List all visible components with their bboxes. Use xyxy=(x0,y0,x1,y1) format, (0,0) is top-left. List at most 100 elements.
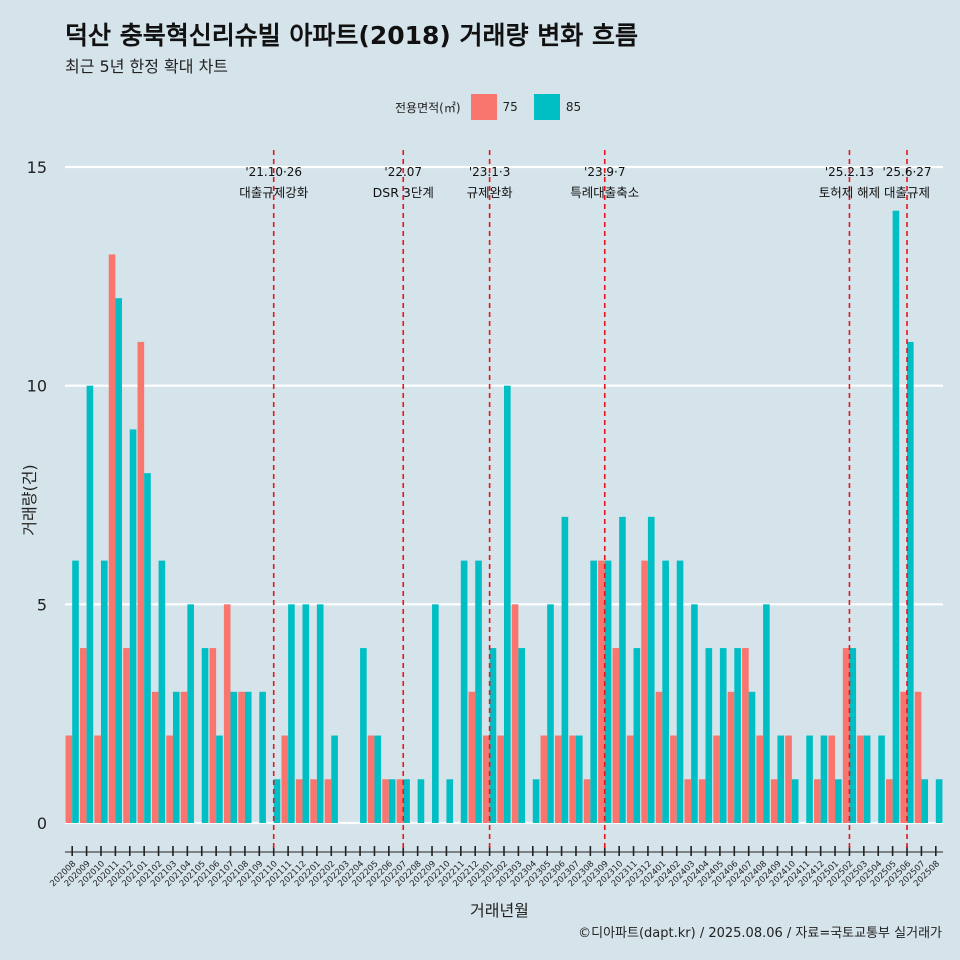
bar-85-202408 xyxy=(763,604,770,823)
bar-85-202207 xyxy=(403,779,410,823)
legend-swatch-75 xyxy=(470,94,497,120)
bar-85-202011 xyxy=(115,298,122,823)
bar-75-202407 xyxy=(742,648,749,823)
bar-75-202112 xyxy=(295,779,303,823)
bar-75-202305 xyxy=(540,735,548,823)
caption: ©디아파트(dapt.kr) / 2025.08.06 / 자료=국토교통부 실… xyxy=(578,926,942,941)
bar-75-202409 xyxy=(770,779,778,823)
bar-85-202410 xyxy=(791,779,799,823)
bar-85-202108 xyxy=(244,691,252,823)
event-date-label-5: '25.6·27 xyxy=(882,165,931,179)
bar-75-202408 xyxy=(756,735,764,823)
legend-title: 전용면적(㎡) xyxy=(395,100,461,115)
bar-75-202307 xyxy=(569,735,576,823)
bar-75-202502 xyxy=(842,648,850,823)
bar-75-202104 xyxy=(180,691,188,823)
bar-75-202401 xyxy=(655,691,663,823)
chart-title: 덕산 충북혁신리슈빌 아파트(2018) 거래량 변화 흐름 xyxy=(65,21,638,50)
bar-85-202305 xyxy=(547,604,554,823)
bar-85-202107 xyxy=(230,691,238,823)
y-tick-label-15: 15 xyxy=(27,158,47,177)
bar-85-202206 xyxy=(388,779,396,823)
x-axis-label: 거래년월 xyxy=(470,901,529,920)
bar-75-202107 xyxy=(223,604,231,823)
bar-85-202101 xyxy=(144,473,151,823)
bar-75-202404 xyxy=(698,779,706,823)
bar-75-202010 xyxy=(94,735,101,823)
bar-85-202010 xyxy=(100,560,108,823)
bar-85-202405 xyxy=(719,648,727,823)
bar-85-202112 xyxy=(302,604,310,823)
bar-75-202412 xyxy=(814,779,821,823)
bar-75-202106 xyxy=(209,648,217,823)
bar-75-202101 xyxy=(137,341,145,823)
event-date-label-0: '21.10·26 xyxy=(245,165,302,179)
bar-85-202407 xyxy=(748,691,756,823)
event-date-label-1: '22.07 xyxy=(384,165,422,179)
bar-85-202204 xyxy=(360,648,367,823)
bar-75-202506 xyxy=(900,691,908,823)
y-tick-label-10: 10 xyxy=(27,377,47,396)
event-desc-label-2: 규제완화 xyxy=(467,185,514,200)
bar-75-202306 xyxy=(554,735,562,823)
legend: 전용면적(㎡) 75 85 xyxy=(395,93,597,121)
bar-85-202409 xyxy=(777,735,785,823)
bar-75-202503 xyxy=(857,735,864,823)
bar-75-202202 xyxy=(324,779,332,823)
legend-label-85: 85 xyxy=(565,100,582,114)
bar-75-202507 xyxy=(914,691,922,823)
bar-85-202505 xyxy=(892,210,900,823)
bar-85-202306 xyxy=(561,516,569,823)
bar-75-202207 xyxy=(396,779,404,823)
bar-85-202307 xyxy=(575,735,583,823)
y-axis-label: 거래량(건) xyxy=(20,464,39,536)
bar-75-202108 xyxy=(238,691,245,823)
bar-75-202410 xyxy=(785,735,792,823)
bar-85-202504 xyxy=(878,735,885,823)
y-tick-label-5: 5 xyxy=(37,595,47,614)
bar-85-202301 xyxy=(489,648,497,823)
bar-75-202212 xyxy=(468,691,476,823)
bar-75-202111 xyxy=(281,735,289,823)
bar-75-202012 xyxy=(123,648,130,823)
bar-75-202205 xyxy=(367,735,375,823)
bar-85-202102 xyxy=(158,560,166,823)
bar-85-202111 xyxy=(288,604,295,823)
bar-85-202009 xyxy=(86,385,94,823)
bar-85-202401 xyxy=(662,560,669,823)
bar-75-202103 xyxy=(166,735,173,823)
event-desc-label-1: DSR 3단계 xyxy=(373,185,434,200)
event-desc-label-4: 토허제 해제 xyxy=(819,185,880,200)
bar-75-202309 xyxy=(598,560,605,823)
bar-85-202312 xyxy=(647,516,655,823)
bar-75-202303 xyxy=(511,604,519,823)
bar-85-202211 xyxy=(460,560,468,823)
bar-75-202312 xyxy=(641,560,648,823)
bar-85-202503 xyxy=(863,735,871,823)
bar-85-202302 xyxy=(504,385,511,823)
event-date-label-4: '25.2.13 xyxy=(825,165,874,179)
bar-85-202212 xyxy=(475,560,482,823)
bar-85-202502 xyxy=(849,648,857,823)
bar-75-202405 xyxy=(713,735,720,823)
bar-85-202209 xyxy=(432,604,439,823)
bar-85-202201 xyxy=(316,604,324,823)
bar-75-202008 xyxy=(65,735,73,823)
event-desc-label-0: 대출규제강화 xyxy=(239,185,309,200)
bar-85-202506 xyxy=(907,341,914,823)
bar-75-202505 xyxy=(886,779,893,823)
bar-75-202302 xyxy=(497,735,504,823)
bar-75-202301 xyxy=(482,735,490,823)
y-tick-label-0: 0 xyxy=(37,814,47,833)
bar-85-202406 xyxy=(734,648,741,823)
event-date-label-2: '23.1·3 xyxy=(469,165,510,179)
bar-75-202310 xyxy=(612,648,620,823)
bar-85-202403 xyxy=(691,604,698,823)
bar-85-202105 xyxy=(201,648,209,823)
bar-85-202208 xyxy=(417,779,425,823)
bar-85-202012 xyxy=(129,429,137,823)
bar-75-202102 xyxy=(151,691,159,823)
event-desc-label-3: 특례대출축소 xyxy=(570,185,639,200)
bar-85-202411 xyxy=(806,735,813,823)
bar-85-202110 xyxy=(273,779,281,823)
